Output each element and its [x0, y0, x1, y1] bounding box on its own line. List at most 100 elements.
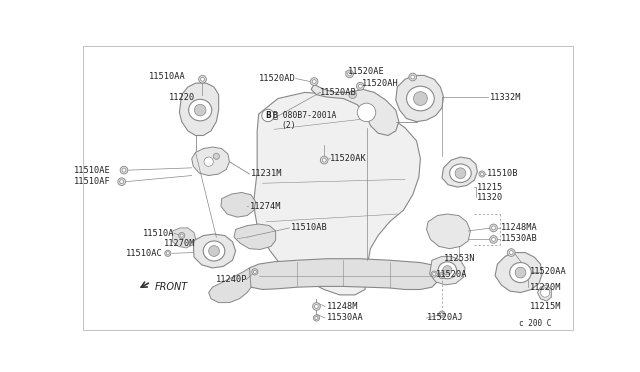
Circle shape [180, 234, 183, 237]
Circle shape [490, 235, 497, 243]
Circle shape [213, 153, 220, 159]
Polygon shape [429, 256, 465, 285]
Polygon shape [179, 83, 219, 135]
Text: B 080B7-2001A: B 080B7-2001A [273, 111, 336, 120]
Text: 11530AB: 11530AB [501, 234, 538, 243]
Text: 11332M: 11332M [490, 93, 521, 102]
Circle shape [439, 273, 445, 279]
Polygon shape [192, 147, 230, 176]
Polygon shape [234, 224, 276, 250]
Text: 11510AA: 11510AA [149, 73, 186, 81]
Polygon shape [442, 157, 477, 187]
Ellipse shape [189, 99, 212, 121]
Circle shape [322, 158, 326, 162]
Polygon shape [247, 259, 440, 289]
Polygon shape [193, 234, 236, 268]
Circle shape [348, 72, 351, 76]
Circle shape [310, 78, 318, 86]
Text: Ⓑ: Ⓑ [273, 111, 278, 120]
Circle shape [455, 168, 466, 179]
Ellipse shape [406, 86, 435, 111]
Circle shape [195, 104, 206, 116]
Text: 11220: 11220 [170, 93, 196, 102]
Circle shape [122, 168, 126, 172]
Circle shape [490, 224, 497, 232]
Circle shape [120, 166, 128, 174]
Circle shape [357, 103, 376, 122]
Text: 11231M: 11231M [251, 170, 282, 179]
Circle shape [179, 232, 185, 239]
Circle shape [515, 267, 526, 278]
Text: 11274M: 11274M [250, 202, 281, 211]
Circle shape [440, 274, 444, 277]
Circle shape [346, 70, 353, 78]
Circle shape [440, 312, 444, 316]
Text: (2): (2) [282, 121, 296, 130]
Circle shape [541, 288, 550, 297]
Ellipse shape [204, 241, 225, 261]
Text: 11220M: 11220M [530, 283, 561, 292]
Text: 11240P: 11240P [216, 275, 248, 284]
Circle shape [358, 84, 362, 88]
Text: 11320: 11320 [477, 193, 504, 202]
Circle shape [481, 173, 484, 176]
Text: 11520AK: 11520AK [330, 154, 367, 163]
Text: 11270M: 11270M [164, 239, 196, 248]
Circle shape [315, 317, 318, 320]
Circle shape [431, 271, 437, 277]
Text: 11520A: 11520A [436, 270, 467, 279]
Circle shape [252, 269, 258, 275]
Text: 11248MA: 11248MA [501, 224, 538, 232]
Circle shape [409, 73, 417, 81]
Circle shape [492, 226, 495, 230]
Text: 11520AB: 11520AB [320, 88, 357, 97]
Circle shape [164, 250, 171, 256]
Polygon shape [427, 214, 470, 249]
Circle shape [253, 270, 257, 273]
Circle shape [200, 77, 204, 81]
Circle shape [479, 171, 485, 177]
Circle shape [204, 157, 213, 166]
Circle shape [508, 249, 515, 256]
Circle shape [312, 80, 316, 84]
Circle shape [166, 252, 170, 255]
Circle shape [314, 305, 318, 308]
Circle shape [314, 315, 319, 321]
Text: 11520AE: 11520AE [348, 67, 385, 76]
Circle shape [118, 178, 125, 186]
Circle shape [320, 156, 328, 164]
Text: FRONT: FRONT [155, 282, 188, 292]
Text: 11215M: 11215M [530, 302, 561, 311]
Text: 11510A: 11510A [143, 229, 174, 238]
Circle shape [209, 246, 220, 256]
Text: 11520AA: 11520AA [530, 267, 566, 276]
Circle shape [411, 75, 415, 79]
Text: 11510AE: 11510AE [74, 166, 111, 174]
Circle shape [509, 251, 513, 254]
Circle shape [198, 76, 206, 83]
Circle shape [312, 302, 320, 310]
Text: 11520AJ: 11520AJ [427, 314, 463, 323]
Polygon shape [538, 285, 551, 301]
Text: 11253N: 11253N [444, 254, 475, 263]
Circle shape [439, 311, 445, 317]
Text: 11510AB: 11510AB [291, 224, 328, 232]
Polygon shape [396, 76, 444, 122]
Circle shape [120, 180, 124, 184]
Text: B: B [265, 111, 271, 120]
Text: 11248M: 11248M [326, 302, 358, 311]
Text: 11520AH: 11520AH [362, 78, 399, 88]
Ellipse shape [438, 262, 456, 279]
Ellipse shape [509, 263, 531, 283]
Polygon shape [495, 253, 542, 293]
Text: 11510AC: 11510AC [125, 249, 163, 258]
Text: c 200 C: c 200 C [519, 319, 551, 328]
Text: 11530AA: 11530AA [326, 314, 364, 323]
Circle shape [413, 92, 428, 106]
Text: 11510AF: 11510AF [74, 177, 111, 186]
Ellipse shape [450, 164, 471, 183]
Polygon shape [311, 85, 399, 135]
Circle shape [262, 109, 274, 122]
Text: 11520AD: 11520AD [259, 74, 296, 83]
Circle shape [492, 238, 495, 241]
